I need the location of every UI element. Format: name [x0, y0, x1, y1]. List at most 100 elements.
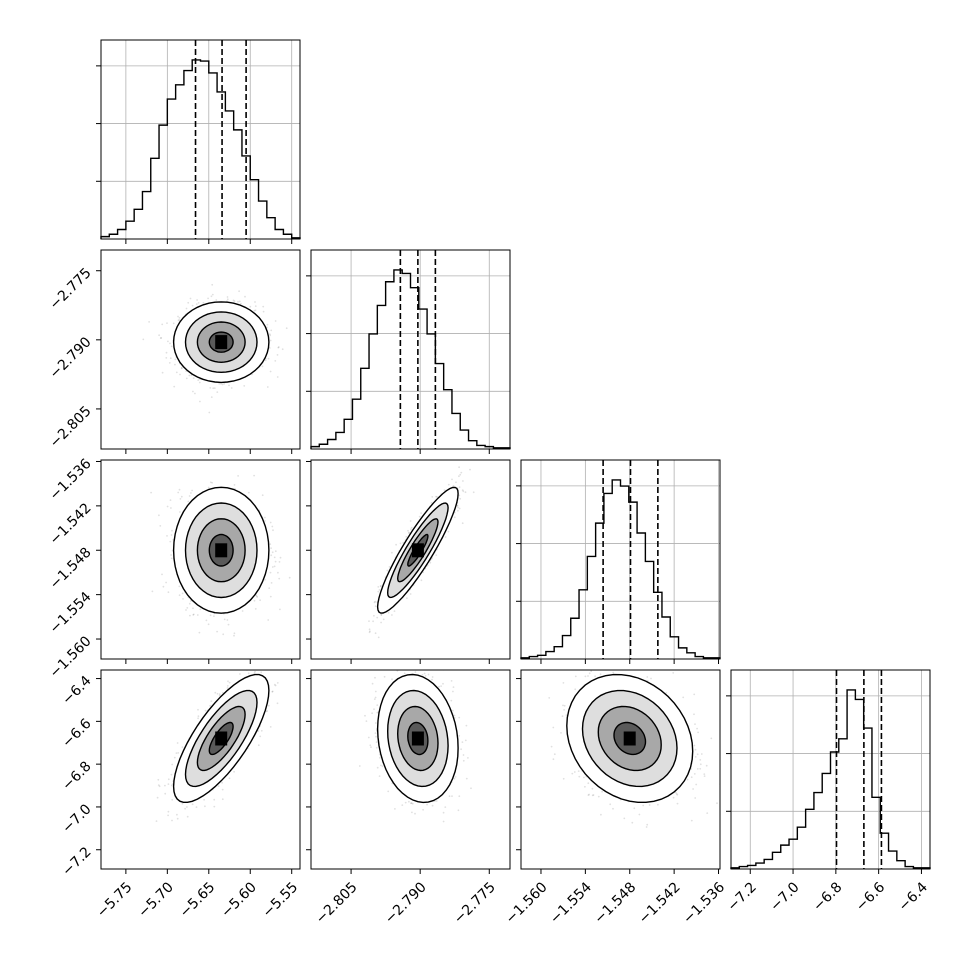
scatter-point: [212, 387, 215, 390]
scatter-point: [166, 535, 168, 537]
scatter-point: [386, 569, 389, 572]
contour-line-4: [376, 486, 459, 614]
scatter-point: [245, 652, 247, 654]
scatter-point: [199, 400, 201, 403]
scatter-point: [223, 618, 226, 621]
scatter-point: [179, 511, 181, 513]
contour-line-4: [172, 486, 270, 614]
scatter-point: [178, 319, 181, 321]
scatter-point: [226, 298, 229, 301]
scatter-point: [399, 542, 402, 545]
axes-frame: [100, 459, 301, 660]
scatter-point: [167, 778, 170, 781]
scatter-point: [165, 351, 168, 354]
scatter-point: [211, 283, 214, 286]
scatter-point: [254, 301, 256, 303]
scatter-point: [167, 591, 170, 594]
scatter-point: [262, 305, 265, 308]
scatter-point: [374, 600, 377, 603]
scatter-point: [173, 385, 176, 388]
scatter-point: [435, 554, 438, 556]
histogram-step: [520, 479, 721, 659]
scatter-point: [261, 365, 264, 368]
scatter-point: [260, 729, 263, 732]
scatter-point: [254, 305, 257, 307]
scatter-point: [167, 783, 170, 785]
scatter-point: [420, 579, 423, 582]
histogram-panel-4: [726, 669, 931, 870]
scatter-point: [270, 554, 273, 557]
scatter-point: [164, 792, 167, 795]
contour-line-4: [172, 301, 270, 384]
scatter-point: [217, 785, 220, 787]
scatter-point: [380, 614, 383, 616]
scatter-point: [192, 377, 195, 379]
scatter-point: [209, 614, 212, 617]
contour-line-1: [208, 331, 234, 353]
density-peak: [215, 335, 228, 350]
scatter-point: [227, 680, 229, 683]
scatter-point: [253, 672, 256, 674]
scatter-point: [222, 633, 225, 636]
scatter-point: [179, 498, 182, 500]
scatter-point: [256, 596, 259, 598]
scatter-point: [226, 296, 229, 298]
contour-line-2: [196, 518, 246, 583]
scatter-point: [276, 682, 279, 684]
scatter-point: [187, 301, 190, 304]
scatter-point: [377, 586, 380, 588]
scatter-point: [216, 630, 219, 633]
scatter-point: [274, 320, 277, 322]
scatter-point: [253, 599, 256, 602]
scatter-point: [285, 327, 288, 330]
scatter-point: [159, 525, 162, 527]
scatter-point: [191, 304, 194, 307]
contour-line-3: [184, 502, 258, 599]
scatter-point: [197, 708, 199, 711]
scatter-point: [395, 543, 397, 546]
scatter-point: [430, 502, 433, 504]
grid: [101, 40, 300, 239]
scatter-point: [171, 819, 173, 822]
scatter-point: [174, 363, 176, 366]
scatter-point: [210, 396, 213, 398]
scatter-point: [170, 507, 172, 509]
scatter-point: [278, 577, 281, 580]
scatter-point: [170, 773, 173, 776]
scatter-point: [377, 636, 380, 639]
scatter-point: [197, 379, 200, 381]
scatter-point: [165, 581, 168, 584]
scatter-point: [457, 509, 459, 512]
scatter-point: [181, 592, 184, 595]
scatter-point: [257, 730, 260, 732]
scatter-point: [272, 529, 274, 532]
scatter-point: [254, 608, 257, 610]
scatter-point: [178, 585, 181, 588]
scatter-point: [185, 307, 188, 310]
scatter-point: [194, 392, 196, 395]
scatter-point: [177, 752, 180, 754]
scatter-point: [182, 598, 184, 600]
scatter-point: [207, 623, 210, 626]
scatter-point: [269, 339, 272, 342]
scatter-point: [175, 371, 178, 374]
scatter-point: [376, 616, 379, 619]
scatter-point: [447, 483, 450, 486]
scatter-point: [175, 752, 178, 754]
scatter-point: [179, 452, 181, 454]
scatter-point: [458, 507, 461, 510]
scatter-point: [402, 541, 405, 544]
scatter-point: [462, 480, 464, 482]
scatter-point: [192, 607, 194, 610]
scatter-point: [221, 798, 224, 801]
scatter-point: [457, 506, 459, 509]
scatter-point: [273, 556, 276, 559]
scatter-point: [202, 301, 205, 304]
scatter-point: [452, 485, 455, 487]
scatter-point: [407, 529, 409, 532]
scatter-point: [238, 300, 241, 303]
scatter-point: [159, 337, 162, 339]
scatter-point: [198, 631, 201, 634]
scatter-point: [230, 387, 233, 389]
scatter-point: [458, 466, 460, 469]
